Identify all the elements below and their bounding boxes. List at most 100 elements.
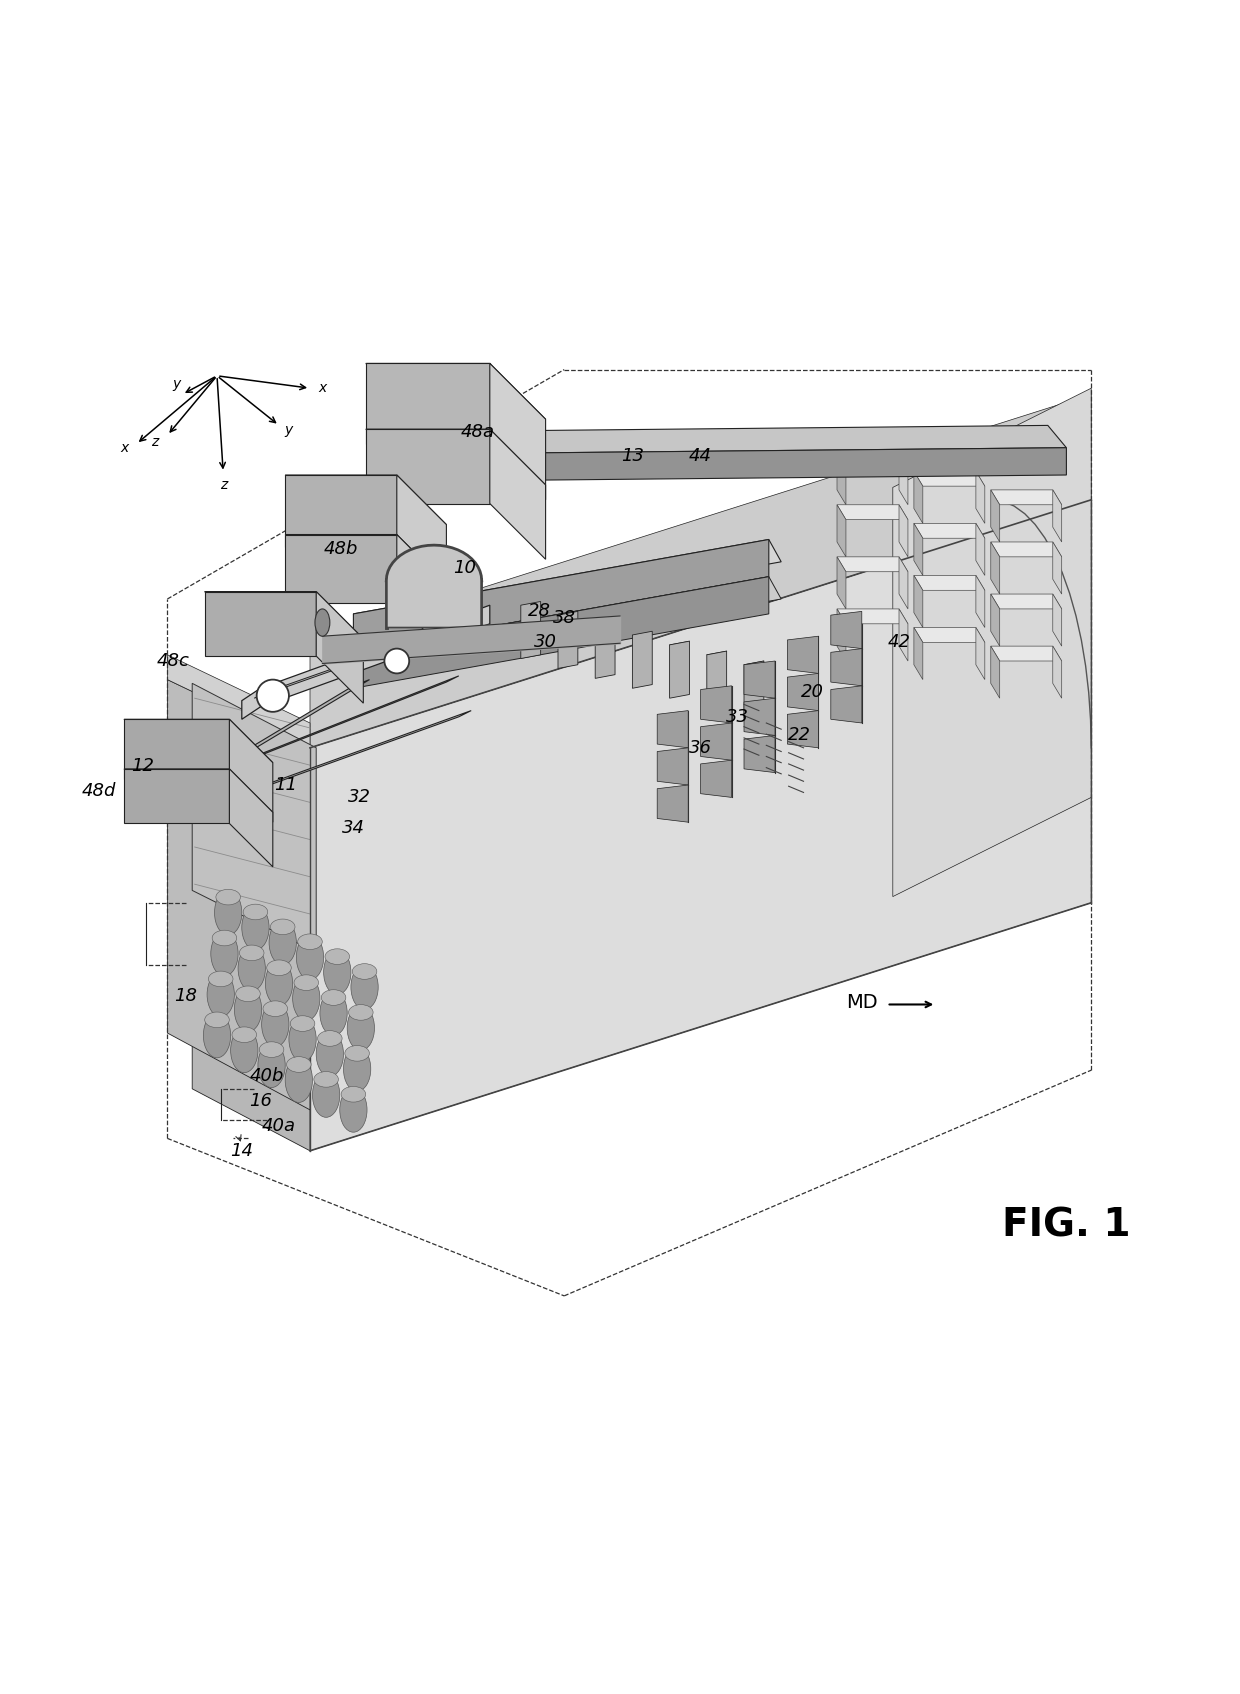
Polygon shape <box>701 761 732 798</box>
Polygon shape <box>744 735 775 772</box>
Ellipse shape <box>212 930 237 945</box>
Text: y: y <box>285 424 293 437</box>
Polygon shape <box>914 576 985 590</box>
Ellipse shape <box>243 905 268 920</box>
Text: 10: 10 <box>454 559 476 578</box>
Polygon shape <box>366 364 546 418</box>
Polygon shape <box>428 447 1066 481</box>
Polygon shape <box>787 710 818 747</box>
Ellipse shape <box>211 932 238 976</box>
Polygon shape <box>837 452 908 468</box>
Ellipse shape <box>294 974 319 991</box>
Ellipse shape <box>316 1032 343 1076</box>
Polygon shape <box>285 535 446 584</box>
Polygon shape <box>670 640 689 698</box>
Ellipse shape <box>285 1057 312 1103</box>
Text: 38: 38 <box>553 608 575 627</box>
Polygon shape <box>744 661 764 718</box>
Text: 11: 11 <box>274 776 296 794</box>
Polygon shape <box>1053 542 1061 595</box>
Ellipse shape <box>239 945 264 960</box>
Ellipse shape <box>265 960 293 1006</box>
Polygon shape <box>831 649 862 686</box>
Polygon shape <box>515 425 533 481</box>
Ellipse shape <box>270 920 295 935</box>
Text: 30: 30 <box>534 634 557 652</box>
Text: y: y <box>172 378 180 391</box>
Text: 42: 42 <box>888 634 910 652</box>
Text: x: x <box>120 440 128 454</box>
Ellipse shape <box>352 964 377 979</box>
Polygon shape <box>893 388 1091 896</box>
Text: 48d: 48d <box>82 783 117 800</box>
Ellipse shape <box>348 1005 373 1020</box>
Polygon shape <box>205 591 316 656</box>
Polygon shape <box>914 576 923 627</box>
Ellipse shape <box>341 1086 366 1103</box>
Text: x: x <box>319 381 326 395</box>
Text: 40b: 40b <box>249 1067 284 1086</box>
Polygon shape <box>787 674 818 710</box>
Polygon shape <box>914 471 923 523</box>
Ellipse shape <box>293 976 320 1020</box>
Polygon shape <box>744 661 775 698</box>
Ellipse shape <box>290 1016 315 1032</box>
Polygon shape <box>991 595 999 645</box>
Polygon shape <box>192 679 310 1150</box>
Polygon shape <box>397 535 446 652</box>
Polygon shape <box>285 474 446 525</box>
Text: 12: 12 <box>131 757 154 776</box>
Polygon shape <box>976 471 985 523</box>
Polygon shape <box>701 686 732 723</box>
Text: 13: 13 <box>621 447 644 466</box>
Polygon shape <box>366 364 490 444</box>
Polygon shape <box>744 698 775 735</box>
Polygon shape <box>167 679 310 1110</box>
Polygon shape <box>707 650 727 708</box>
Polygon shape <box>124 720 229 779</box>
Polygon shape <box>991 490 999 542</box>
Polygon shape <box>914 523 923 576</box>
Polygon shape <box>192 683 316 952</box>
Text: 36: 36 <box>689 739 712 757</box>
Ellipse shape <box>340 1088 367 1132</box>
Polygon shape <box>316 591 363 703</box>
Polygon shape <box>428 425 1066 454</box>
Polygon shape <box>353 576 781 674</box>
Ellipse shape <box>259 1042 284 1057</box>
Polygon shape <box>229 769 273 867</box>
Text: 34: 34 <box>342 820 365 837</box>
Ellipse shape <box>347 1006 374 1050</box>
Polygon shape <box>1053 645 1061 698</box>
Polygon shape <box>837 608 908 623</box>
Polygon shape <box>229 679 370 761</box>
Circle shape <box>384 649 409 674</box>
Ellipse shape <box>231 1028 258 1072</box>
Polygon shape <box>490 364 546 500</box>
Ellipse shape <box>203 1013 231 1057</box>
Polygon shape <box>899 557 908 608</box>
Ellipse shape <box>345 1045 370 1060</box>
Ellipse shape <box>324 950 351 994</box>
Ellipse shape <box>286 1057 311 1072</box>
Polygon shape <box>837 557 846 608</box>
Polygon shape <box>914 627 923 679</box>
Ellipse shape <box>314 1072 339 1088</box>
Text: 14: 14 <box>231 1142 253 1160</box>
Ellipse shape <box>343 1047 371 1091</box>
Text: 48a: 48a <box>460 422 495 440</box>
Text: MD: MD <box>846 993 878 1011</box>
Text: 16: 16 <box>249 1093 272 1110</box>
Polygon shape <box>991 542 999 595</box>
Polygon shape <box>657 747 688 784</box>
Polygon shape <box>991 542 1061 557</box>
Ellipse shape <box>351 966 378 1010</box>
Polygon shape <box>976 627 985 679</box>
Polygon shape <box>353 539 781 637</box>
Polygon shape <box>242 676 459 762</box>
Polygon shape <box>914 523 985 539</box>
Text: 44: 44 <box>689 447 712 466</box>
Polygon shape <box>837 608 846 661</box>
Polygon shape <box>914 627 985 642</box>
Polygon shape <box>657 710 688 747</box>
